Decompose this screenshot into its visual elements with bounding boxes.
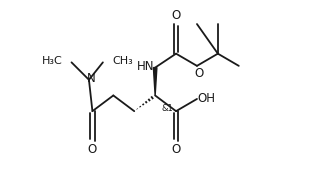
Text: HN: HN: [137, 60, 154, 73]
Text: H₃C: H₃C: [42, 56, 63, 67]
Polygon shape: [153, 68, 157, 95]
Text: O: O: [88, 143, 97, 156]
Text: O: O: [194, 67, 203, 80]
Text: O: O: [171, 9, 181, 22]
Text: O: O: [171, 143, 181, 156]
Text: OH: OH: [197, 92, 215, 105]
Text: CH₃: CH₃: [112, 56, 133, 67]
Text: N: N: [87, 72, 96, 85]
Text: &1: &1: [162, 104, 174, 113]
